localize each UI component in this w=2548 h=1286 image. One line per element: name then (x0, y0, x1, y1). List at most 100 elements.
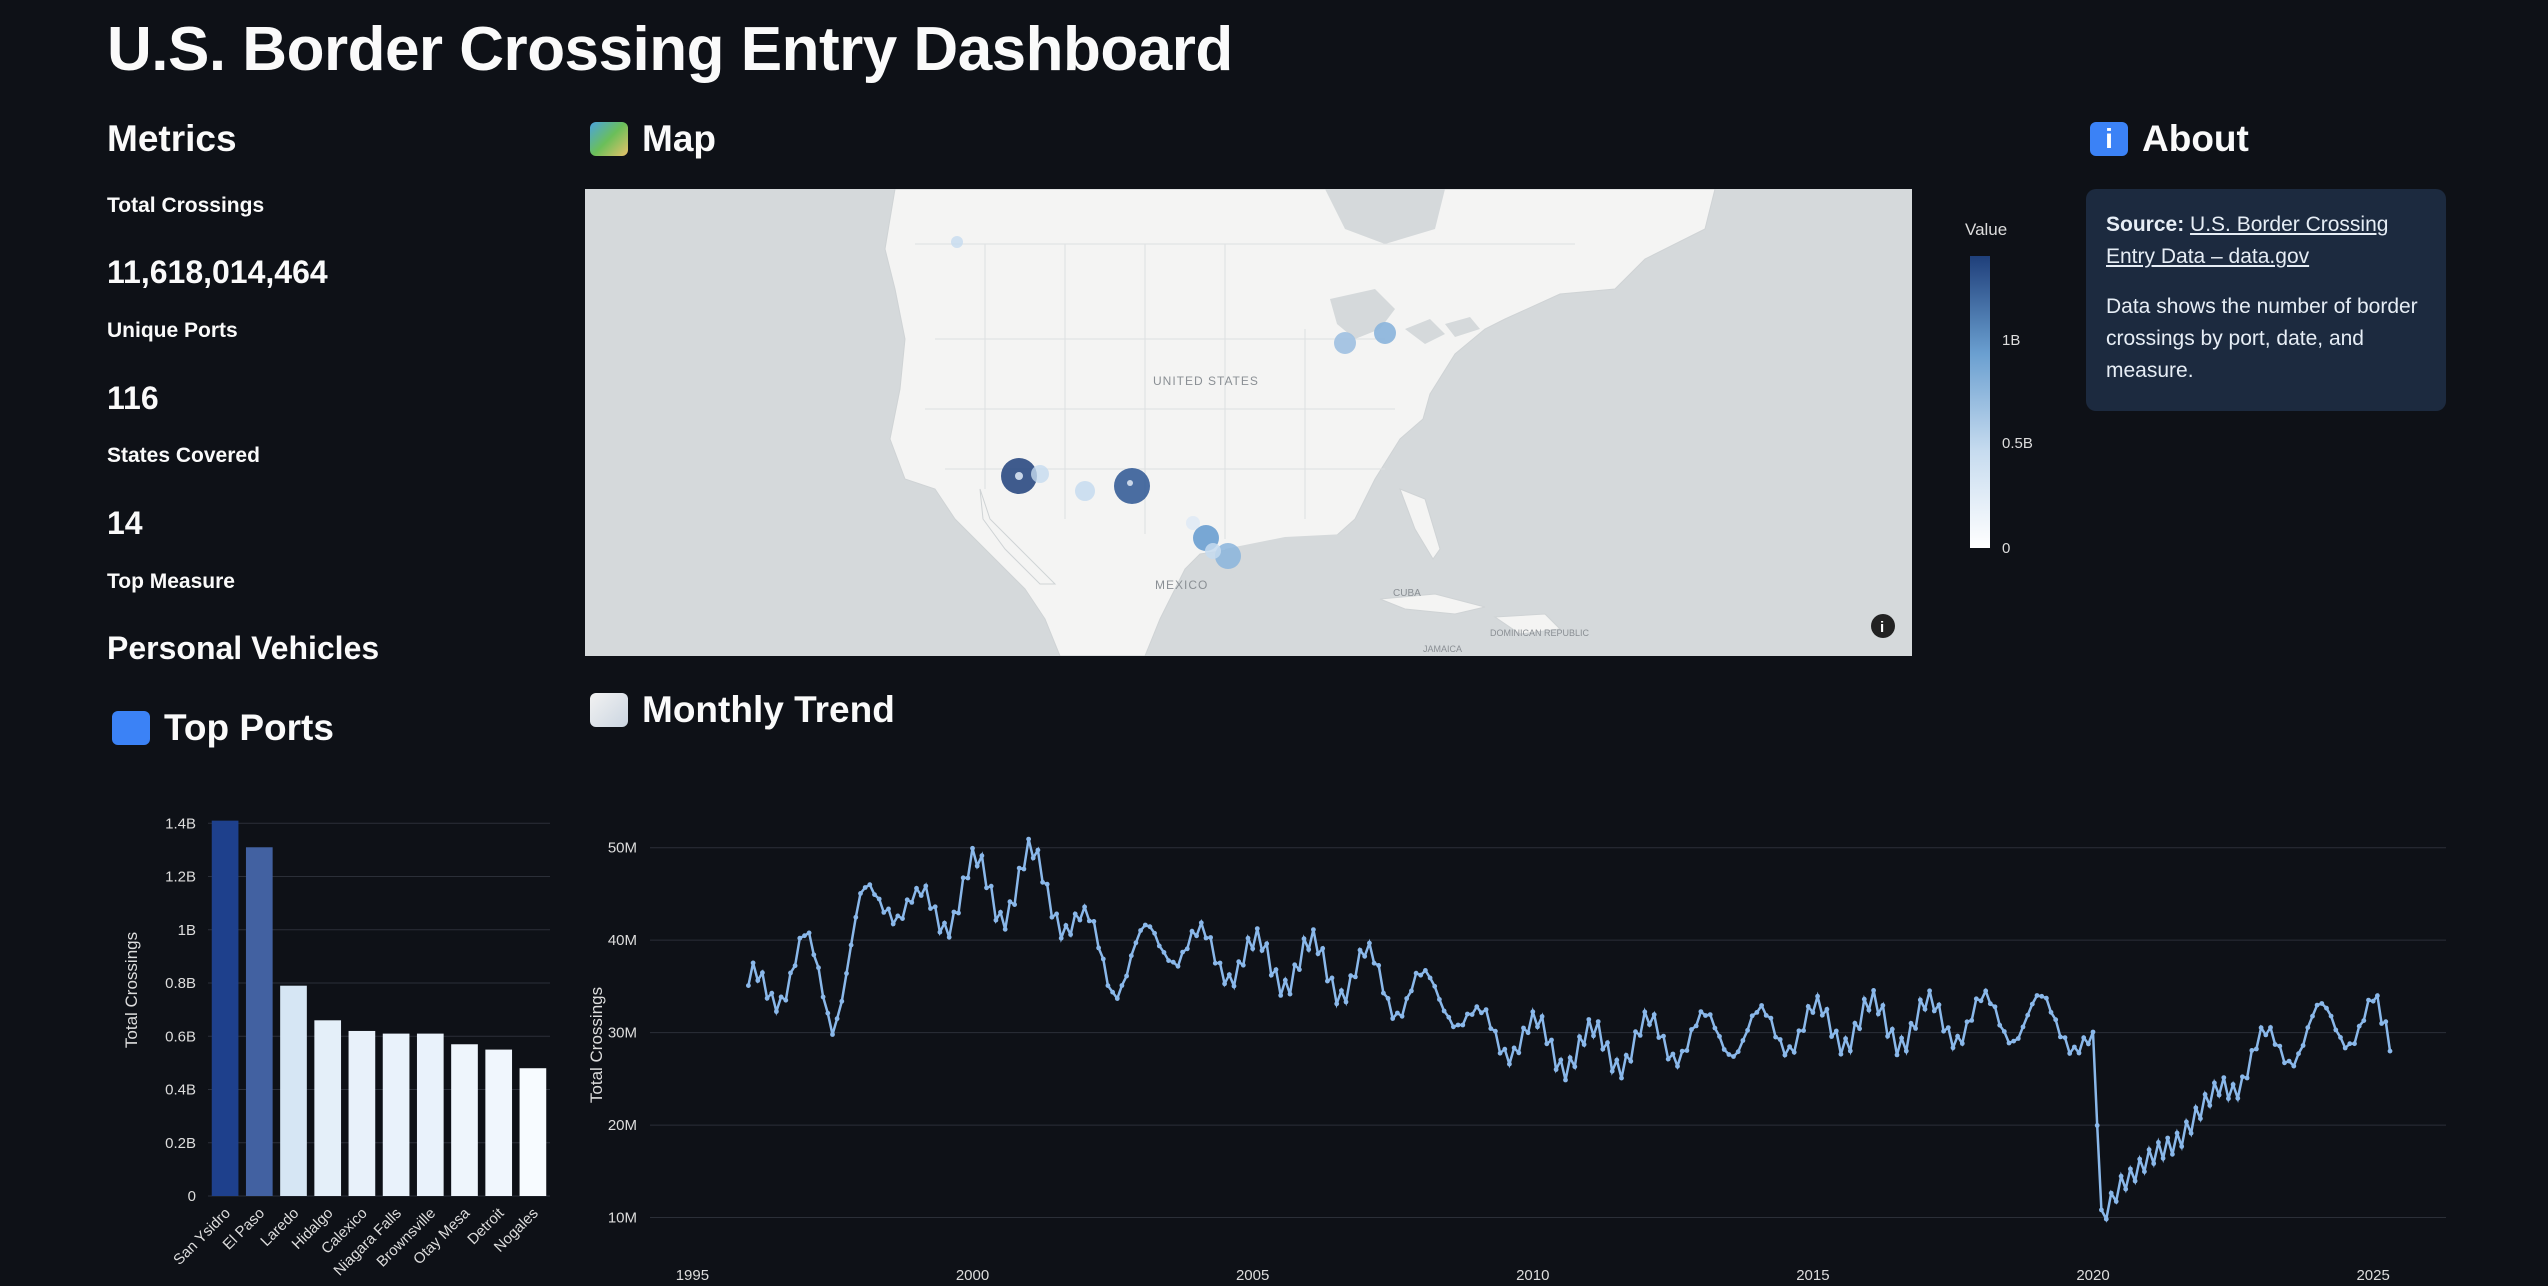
trend-point[interactable] (1441, 1008, 1447, 1014)
marker-eagle-pass[interactable] (1186, 516, 1200, 530)
trend-point[interactable] (1147, 924, 1153, 930)
trend-point[interactable] (1259, 948, 1265, 953)
trend-point[interactable] (1385, 996, 1391, 1001)
trend-point[interactable] (1880, 1003, 1886, 1008)
trend-point[interactable] (2268, 1025, 2273, 1030)
bar-calexico[interactable] (348, 1030, 376, 1196)
trend-point[interactable] (1572, 1064, 1578, 1070)
trend-point[interactable] (2165, 1135, 2171, 1141)
trend-point[interactable] (820, 994, 826, 1000)
trend-point[interactable] (1763, 1013, 1769, 1018)
trend-point[interactable] (867, 882, 873, 888)
trend-point[interactable] (1516, 1050, 1522, 1056)
marker-detroit[interactable] (1334, 332, 1356, 354)
trend-point[interactable] (1035, 847, 1041, 853)
trend-point[interactable] (1469, 1012, 1475, 1017)
source-link[interactable]: U.S. Border Crossing Entry Data – data.g… (2106, 213, 2389, 268)
trend-point[interactable] (788, 970, 793, 976)
bar-laredo[interactable] (280, 985, 307, 1196)
trend-point[interactable] (1801, 1028, 1806, 1033)
trend-point[interactable] (2347, 1041, 2353, 1047)
trend-point[interactable] (2310, 1013, 2315, 1019)
trend-point[interactable] (993, 917, 999, 923)
trend-point[interactable] (970, 845, 975, 851)
trend-point[interactable] (1395, 1010, 1400, 1016)
trend-point[interactable] (1399, 1013, 1405, 1019)
trend-point[interactable] (2230, 1082, 2236, 1087)
trend-point[interactable] (1563, 1077, 1568, 1083)
trend-point[interactable] (2383, 1019, 2389, 1025)
trend-point[interactable] (1651, 1012, 1657, 1017)
trend-point[interactable] (1931, 1008, 1937, 1014)
trend-point[interactable] (1100, 956, 1106, 962)
trend-point[interactable] (1068, 932, 1073, 937)
trend-point[interactable] (900, 916, 905, 921)
trend-point[interactable] (1796, 1028, 1802, 1034)
trend-point[interactable] (1105, 983, 1111, 988)
trend-point[interactable] (1768, 1015, 1774, 1021)
trend-point[interactable] (1605, 1040, 1610, 1046)
trend-point[interactable] (1941, 1028, 1946, 1034)
trend-point[interactable] (1413, 970, 1419, 976)
bar-hidalgo[interactable] (314, 1020, 342, 1196)
trend-point[interactable] (1128, 953, 1134, 959)
trend-point[interactable] (1791, 1049, 1797, 1055)
trend-point[interactable] (1959, 1041, 1965, 1046)
trend-point[interactable] (2053, 1017, 2059, 1023)
trend-point[interactable] (1026, 836, 1031, 842)
trend-point[interactable] (2221, 1075, 2227, 1080)
trend-point[interactable] (1231, 983, 1237, 989)
trend-point[interactable] (1325, 978, 1330, 984)
trend-point[interactable] (928, 906, 933, 911)
trend-point[interactable] (1866, 1007, 1872, 1013)
trend-point[interactable] (1670, 1051, 1676, 1057)
marker-hidalgo[interactable] (1215, 543, 1241, 569)
trend-point[interactable] (2319, 1001, 2325, 1006)
trend-point[interactable] (2207, 1103, 2213, 1108)
trend-point[interactable] (2086, 1041, 2091, 1047)
trend-point[interactable] (1217, 960, 1223, 966)
trend-point[interactable] (1194, 933, 1199, 939)
trend-point[interactable] (1226, 972, 1232, 977)
trend-point[interactable] (2062, 1035, 2068, 1040)
trend-point[interactable] (1759, 1003, 1764, 1008)
trend-point[interactable] (2020, 1024, 2026, 1030)
marker-el-paso[interactable] (1114, 468, 1150, 504)
trend-point[interactable] (1553, 1067, 1559, 1072)
trend-point[interactable] (1586, 1017, 1592, 1022)
trend-point[interactable] (914, 885, 919, 891)
trend-point[interactable] (2375, 993, 2380, 999)
trend-point[interactable] (984, 885, 989, 891)
trend-point[interactable] (830, 1032, 835, 1037)
trend-point[interactable] (1689, 1027, 1694, 1032)
trend-point[interactable] (1297, 967, 1302, 972)
trend-point[interactable] (1833, 1028, 1839, 1034)
trend-point[interactable] (1894, 1052, 1900, 1058)
trend-point[interactable] (2081, 1035, 2087, 1041)
trend-point[interactable] (2170, 1151, 2175, 1157)
trend-point[interactable] (2137, 1156, 2143, 1162)
trend-point[interactable] (1460, 1022, 1466, 1028)
trend-point[interactable] (1637, 1033, 1643, 1038)
trend-point[interactable] (2324, 1005, 2329, 1011)
trend-point[interactable] (1049, 914, 1055, 920)
trend-point[interactable] (1619, 1075, 1624, 1081)
trend-point[interactable] (1311, 927, 1316, 932)
trend-point[interactable] (2272, 1042, 2278, 1047)
trend-point[interactable] (1889, 1026, 1895, 1032)
trend-point[interactable] (1170, 959, 1176, 965)
trend-point[interactable] (839, 998, 845, 1004)
trend-point[interactable] (1222, 981, 1227, 987)
trend-point[interactable] (1264, 941, 1270, 947)
trend-point[interactable] (932, 904, 938, 910)
trend-point[interactable] (1479, 1010, 1484, 1016)
trend-point[interactable] (1721, 1047, 1727, 1052)
trend-point[interactable] (1465, 1011, 1470, 1017)
trend-point[interactable] (1964, 1019, 1970, 1025)
trend-point[interactable] (1030, 855, 1036, 861)
trend-point[interactable] (1591, 1033, 1596, 1039)
trend-point[interactable] (2202, 1092, 2208, 1097)
trend-point[interactable] (2235, 1095, 2241, 1101)
trend-point[interactable] (1903, 1048, 1909, 1054)
trend-point[interactable] (1114, 996, 1120, 1001)
